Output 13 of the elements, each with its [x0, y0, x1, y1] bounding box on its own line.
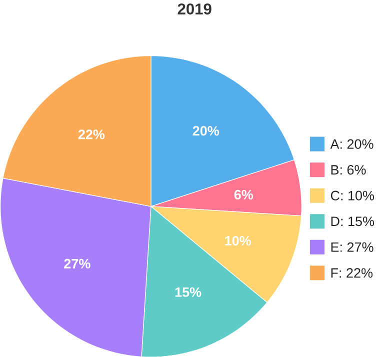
data-label: 6%	[234, 190, 254, 200]
legend-label: F: 22%	[331, 268, 373, 278]
data-label: 15%	[175, 287, 202, 297]
data-label: 10%	[225, 236, 251, 246]
legend-label: E: 27%	[331, 242, 374, 252]
data-label: 20%	[192, 126, 220, 136]
data-label: 22%	[78, 129, 105, 139]
legend-label: C: 10%	[330, 190, 374, 200]
data-label: 27%	[64, 258, 90, 268]
legend-label: D: 15%	[331, 216, 374, 226]
legend-label: B: 6%	[331, 164, 366, 174]
chart-title: 2019	[178, 3, 212, 14]
legend-label: A: 20%	[330, 139, 374, 149]
